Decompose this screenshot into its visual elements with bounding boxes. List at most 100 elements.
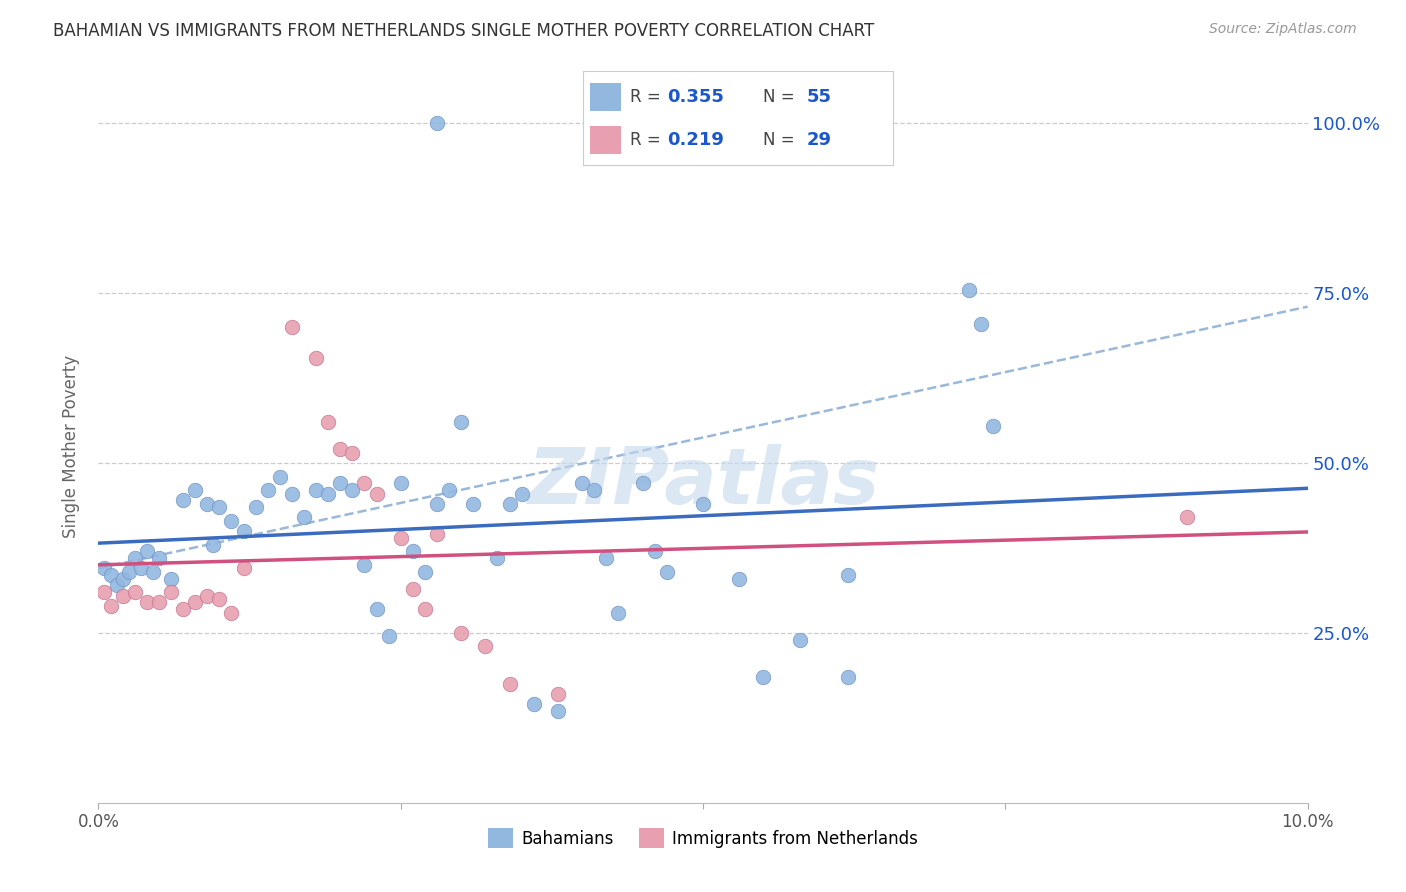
Point: [281, 486, 304, 500]
Point: [160, 572, 183, 586]
Point: [111, 589, 134, 603]
Point: [184, 595, 207, 609]
Point: [172, 602, 194, 616]
Point: [221, 514, 243, 528]
Point: [607, 606, 630, 620]
Point: [208, 591, 231, 606]
Point: [1175, 510, 1198, 524]
Text: 29: 29: [806, 131, 831, 149]
Point: [353, 558, 375, 572]
FancyBboxPatch shape: [589, 83, 620, 111]
Point: [752, 670, 775, 684]
Point: [366, 486, 388, 500]
Text: N =: N =: [763, 87, 794, 105]
Point: [498, 497, 520, 511]
Text: R =: R =: [630, 87, 661, 105]
Point: [292, 510, 315, 524]
Point: [202, 537, 225, 551]
Point: [124, 551, 146, 566]
Point: [135, 544, 157, 558]
Point: [547, 687, 569, 701]
Point: [450, 415, 472, 429]
Point: [329, 442, 352, 457]
Point: [184, 483, 207, 498]
Text: 0.355: 0.355: [666, 87, 724, 105]
Point: [100, 568, 122, 582]
Text: 55: 55: [806, 87, 831, 105]
Point: [129, 561, 152, 575]
Point: [498, 677, 520, 691]
Text: Source: ZipAtlas.com: Source: ZipAtlas.com: [1209, 22, 1357, 37]
Point: [510, 486, 533, 500]
Point: [148, 551, 170, 566]
Point: [342, 446, 364, 460]
Point: [269, 469, 291, 483]
Point: [389, 531, 412, 545]
Point: [160, 585, 183, 599]
Point: [124, 585, 146, 599]
Point: [148, 595, 170, 609]
Point: [837, 568, 859, 582]
Point: [486, 551, 509, 566]
Point: [413, 602, 436, 616]
Point: [547, 704, 569, 718]
Text: N =: N =: [763, 131, 794, 149]
Point: [305, 483, 328, 498]
Point: [789, 632, 811, 647]
Point: [316, 415, 339, 429]
Point: [426, 527, 449, 541]
Point: [93, 585, 115, 599]
Point: [595, 551, 617, 566]
Point: [221, 606, 243, 620]
Point: [208, 500, 231, 515]
Point: [426, 497, 449, 511]
Point: [316, 486, 339, 500]
Point: [583, 483, 606, 498]
Point: [118, 565, 141, 579]
Text: ZIPatlas: ZIPatlas: [527, 443, 879, 520]
Text: 0.219: 0.219: [666, 131, 724, 149]
Point: [437, 483, 460, 498]
Point: [305, 351, 328, 365]
Point: [523, 698, 546, 712]
Point: [353, 476, 375, 491]
Point: [377, 629, 399, 643]
Y-axis label: Single Mother Poverty: Single Mother Poverty: [62, 354, 80, 538]
Point: [245, 500, 267, 515]
Point: [981, 418, 1004, 433]
Point: [970, 317, 993, 331]
Legend: Bahamians, Immigrants from Netherlands: Bahamians, Immigrants from Netherlands: [481, 822, 925, 855]
Point: [111, 572, 134, 586]
Point: [413, 565, 436, 579]
Point: [402, 544, 425, 558]
Point: [195, 497, 218, 511]
Point: [366, 602, 388, 616]
Point: [655, 565, 678, 579]
Point: [172, 493, 194, 508]
Point: [957, 283, 980, 297]
Point: [571, 476, 593, 491]
Text: R =: R =: [630, 131, 661, 149]
Point: [100, 599, 122, 613]
Point: [450, 626, 472, 640]
Point: [142, 565, 165, 579]
Point: [474, 640, 496, 654]
Point: [93, 561, 115, 575]
Point: [195, 589, 218, 603]
Point: [342, 483, 364, 498]
Point: [728, 572, 751, 586]
Point: [232, 561, 254, 575]
Point: [463, 497, 485, 511]
Point: [631, 476, 654, 491]
Point: [837, 670, 859, 684]
Point: [232, 524, 254, 538]
Point: [135, 595, 157, 609]
Point: [329, 476, 352, 491]
Point: [692, 497, 714, 511]
Point: [389, 476, 412, 491]
Point: [105, 578, 128, 592]
Text: BAHAMIAN VS IMMIGRANTS FROM NETHERLANDS SINGLE MOTHER POVERTY CORRELATION CHART: BAHAMIAN VS IMMIGRANTS FROM NETHERLANDS …: [53, 22, 875, 40]
Point: [402, 582, 425, 596]
Point: [644, 544, 666, 558]
FancyBboxPatch shape: [589, 126, 620, 153]
